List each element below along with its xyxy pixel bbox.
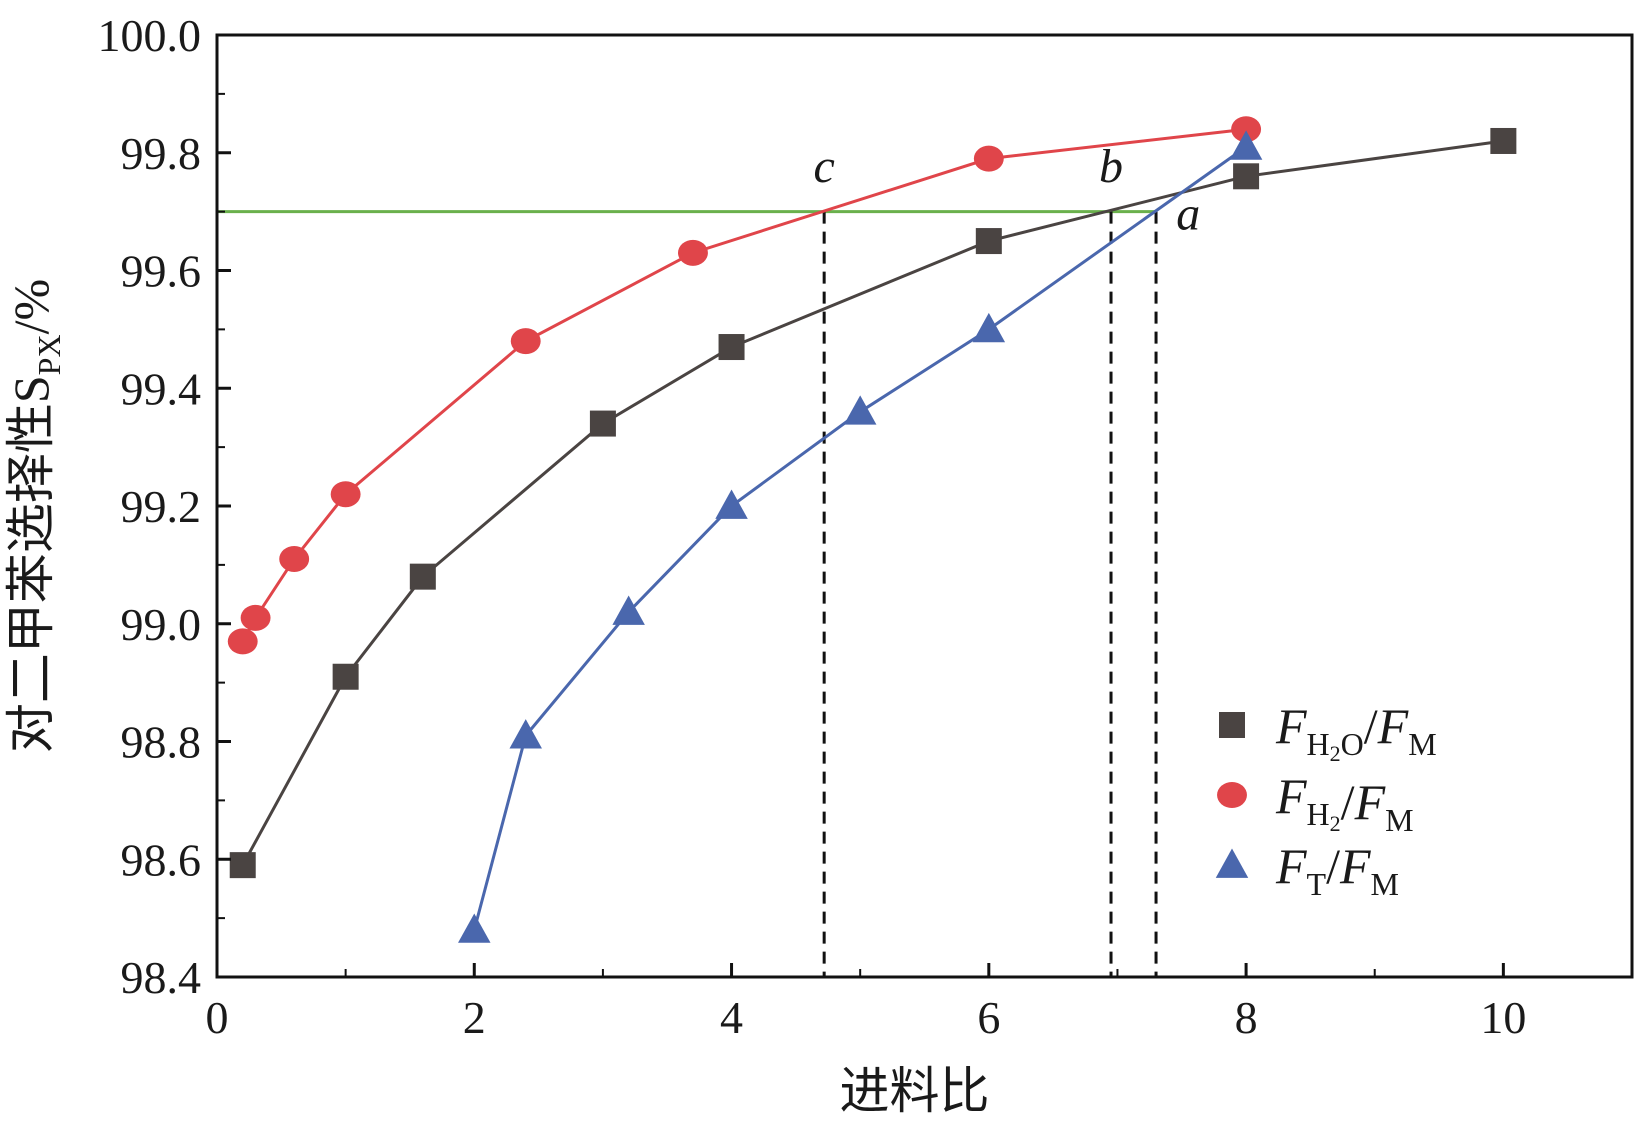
data-point-circle-5 — [678, 239, 708, 266]
data-point-triangle-0 — [458, 913, 491, 943]
x-tick-label-3: 6 — [977, 992, 1000, 1043]
y-tick-label-8: 100.0 — [98, 10, 202, 61]
data-point-circle-3 — [330, 481, 361, 508]
y-tick-label-6: 99.6 — [121, 246, 202, 297]
series-layer — [227, 116, 1517, 943]
data-point-circle-7 — [1231, 116, 1262, 143]
marker-label-a: a — [1176, 187, 1200, 240]
data-point-square-7 — [1490, 127, 1517, 154]
y-tick-label-3: 99.0 — [121, 599, 202, 650]
x-tick-label-1: 2 — [463, 992, 486, 1043]
legend-marker-square — [1219, 712, 1245, 738]
data-point-square-2 — [409, 563, 436, 590]
data-point-triangle-5 — [972, 312, 1006, 343]
legend-label-circle: FH2/FM — [1275, 768, 1414, 838]
y-tick-label-0: 98.4 — [121, 952, 202, 1003]
data-point-circle-2 — [279, 545, 310, 572]
data-point-circle-6 — [973, 145, 1004, 172]
data-point-square-6 — [1233, 163, 1260, 190]
legend-marker-circle — [1217, 782, 1247, 808]
marker-label-b: b — [1099, 140, 1123, 193]
y-tick-label-4: 99.2 — [121, 481, 202, 532]
data-point-triangle-3 — [715, 489, 748, 519]
x-tick-label-0: 0 — [206, 992, 229, 1043]
data-point-square-5 — [975, 228, 1002, 255]
plot-frame — [215, 33, 1634, 979]
legend-label-square: FH2O/FM — [1275, 698, 1437, 766]
series-square — [229, 127, 1517, 879]
y-axis-title-main: 对二甲苯选择性S — [3, 375, 59, 753]
x-tick-label-4: 8 — [1235, 992, 1258, 1043]
series-line-square — [241, 139, 1504, 866]
data-point-triangle-2 — [612, 595, 645, 625]
legend-marker-triangle — [1215, 848, 1249, 878]
data-point-square-4 — [718, 334, 745, 361]
y-axis-title-sub: PX — [31, 334, 67, 375]
y-tick-label-7: 99.8 — [121, 128, 202, 179]
marker-label-c: c — [814, 140, 835, 193]
x-tick-label-5: 10 — [1480, 992, 1526, 1043]
y-tick-label-5: 99.4 — [121, 363, 202, 414]
series-triangle — [458, 130, 1263, 943]
y-tick-label-1: 98.6 — [121, 834, 202, 885]
data-point-square-1 — [332, 663, 359, 690]
reference-layer: c ba — [217, 140, 1200, 977]
data-point-circle-1 — [240, 604, 271, 631]
data-point-square-0 — [229, 852, 256, 879]
y-tick-label-2: 98.8 — [121, 717, 202, 768]
data-point-circle-0 — [227, 628, 258, 655]
data-point-square-3 — [589, 410, 616, 437]
data-point-triangle-6 — [1229, 130, 1263, 160]
axes-layer: 0 2 4 6 8 10 98.4 98.6 98.8 99.0 99.2 99.4 99.6 99.8 1… — [3, 10, 1634, 1119]
legend-label-triangle: FT/FM — [1275, 838, 1399, 902]
series-line-triangle — [472, 145, 1247, 931]
y-axis-title: 对二甲苯选择性SPX/% — [3, 279, 67, 753]
series-circle — [227, 116, 1262, 655]
x-tick-label-2: 4 — [720, 992, 743, 1043]
data-point-circle-4 — [510, 328, 541, 355]
x-axis-title: 进料比 — [840, 1063, 990, 1119]
series-line-circle — [241, 127, 1247, 643]
y-axis-title-unit: /% — [3, 279, 59, 335]
data-point-triangle-4 — [843, 395, 877, 425]
data-point-triangle-1 — [509, 719, 542, 749]
